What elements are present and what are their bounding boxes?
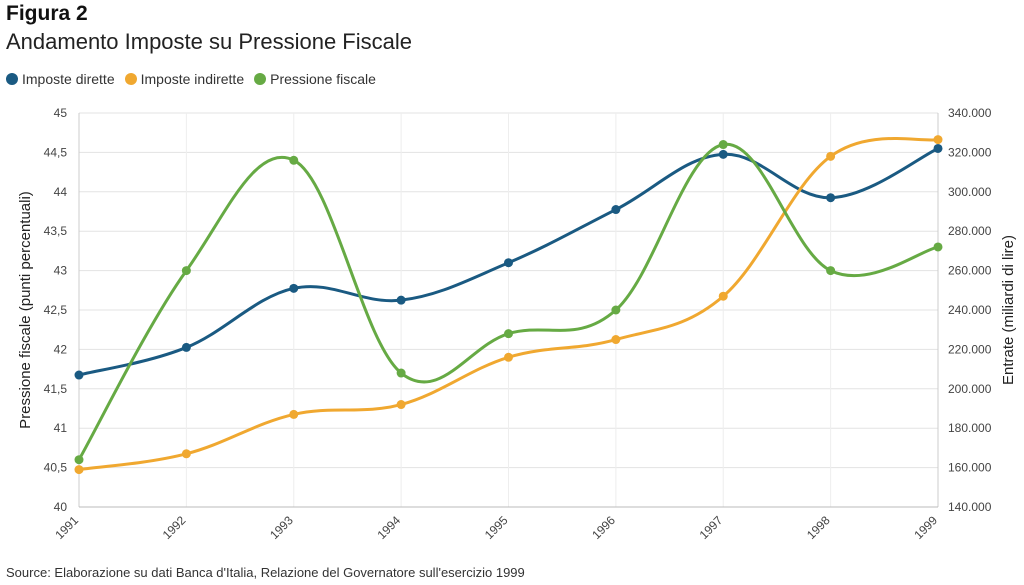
x-tick-label: 1995 bbox=[482, 513, 511, 542]
left-tick-label: 45 bbox=[54, 106, 68, 120]
right-tick-label: 140.000 bbox=[948, 500, 992, 514]
right-tick-label: 300.000 bbox=[948, 185, 992, 199]
data-point-imposte-indirette bbox=[181, 449, 191, 459]
y-axis-left-label: Pressione fiscale (punti percentuali) bbox=[17, 191, 34, 429]
x-tick-label: 1994 bbox=[374, 513, 403, 542]
legend-label: Imposte indirette bbox=[140, 71, 245, 87]
x-tick-label: 1991 bbox=[52, 513, 81, 542]
legend-label: Pressione fiscale bbox=[270, 71, 376, 87]
line-chart: 40 40,5 41 41,5 42 42,5 43 43,5 44 44,5 45 140.000 1… bbox=[17, 106, 1017, 542]
chart-title: Andamento Imposte su Pressione Fiscale bbox=[6, 29, 412, 54]
legend-swatch bbox=[6, 73, 18, 85]
data-point-pressione-fiscale bbox=[504, 329, 513, 339]
y-axis-right-label: Entrate (miliardi di lire) bbox=[1000, 235, 1017, 385]
series-line-imposte-indirette bbox=[77, 137, 940, 472]
left-tick-label: 44,5 bbox=[44, 145, 68, 159]
legend-swatch bbox=[124, 73, 137, 85]
x-tick-label: 1993 bbox=[267, 513, 296, 542]
right-tick-label: 320.000 bbox=[948, 145, 992, 159]
right-tick-label: 160.000 bbox=[948, 461, 992, 475]
data-point-imposte-dirette bbox=[826, 193, 836, 203]
data-point-imposte-dirette bbox=[933, 143, 943, 153]
data-point-imposte-dirette bbox=[181, 342, 191, 352]
x-tick-label: 1997 bbox=[697, 513, 726, 542]
data-point-pressione-fiscale bbox=[611, 305, 621, 315]
left-tick-label: 40,5 bbox=[44, 461, 68, 475]
data-point-imposte-indirette bbox=[611, 335, 621, 345]
right-tick-label: 180.000 bbox=[948, 421, 992, 435]
data-point-imposte-dirette bbox=[611, 205, 621, 215]
data-point-pressione-fiscale bbox=[933, 242, 943, 252]
data-point-pressione-fiscale bbox=[826, 266, 836, 276]
data-point-imposte-indirette bbox=[504, 352, 513, 362]
left-tick-label: 40 bbox=[54, 500, 68, 514]
right-tick-label: 240.000 bbox=[948, 303, 992, 317]
data-point-imposte-dirette bbox=[289, 283, 299, 293]
data-point-imposte-indirette bbox=[289, 409, 299, 419]
data-point-imposte-dirette bbox=[74, 370, 84, 380]
data-point-imposte-indirette bbox=[933, 135, 943, 145]
data-point-pressione-fiscale bbox=[718, 140, 728, 150]
x-tick-label: 1999 bbox=[911, 513, 940, 542]
left-tick-label: 41,5 bbox=[44, 382, 68, 396]
legend-label: Imposte dirette bbox=[22, 71, 115, 87]
right-tick-label: 220.000 bbox=[948, 342, 992, 356]
x-tick-label: 1992 bbox=[160, 513, 189, 542]
left-tick-label: 43,5 bbox=[44, 224, 68, 238]
right-tick-label: 260.000 bbox=[948, 264, 992, 278]
right-tick-label: 340.000 bbox=[948, 106, 992, 120]
data-point-imposte-dirette bbox=[396, 295, 406, 305]
data-point-imposte-indirette bbox=[826, 151, 836, 161]
left-tick-label: 41 bbox=[54, 421, 68, 435]
legend-item-imposte-indirette[interactable]: Imposte indirette bbox=[124, 71, 245, 87]
data-point-imposte-indirette bbox=[74, 465, 84, 475]
left-tick-label: 42 bbox=[54, 342, 68, 356]
data-point-imposte-indirette bbox=[718, 291, 728, 301]
data-point-pressione-fiscale bbox=[396, 368, 406, 378]
figure-label: Figura 2 bbox=[6, 2, 88, 25]
right-tick-label: 280.000 bbox=[948, 224, 992, 238]
data-point-imposte-dirette bbox=[718, 149, 728, 159]
data-point-pressione-fiscale bbox=[289, 155, 299, 165]
left-tick-label: 43 bbox=[54, 264, 68, 278]
data-point-pressione-fiscale bbox=[74, 455, 84, 465]
left-tick-label: 42,5 bbox=[44, 303, 68, 317]
right-tick-label: 200.000 bbox=[948, 382, 992, 396]
legend-item-imposte-dirette[interactable]: Imposte dirette bbox=[6, 71, 115, 87]
x-tick-label: 1996 bbox=[589, 513, 618, 542]
legend-item-pressione-fiscale[interactable]: Pressione fiscale bbox=[254, 71, 376, 87]
chart-legend: Imposte dirette Imposte indirette Pressi… bbox=[6, 71, 386, 87]
legend-swatch bbox=[254, 73, 267, 85]
x-tick-label: 1998 bbox=[804, 513, 833, 542]
data-point-imposte-dirette bbox=[504, 258, 513, 268]
left-tick-label: 44 bbox=[54, 185, 68, 199]
series-line-pressione-fiscale bbox=[77, 142, 940, 462]
source-note: Source: Elaborazione su dati Banca d'Ita… bbox=[6, 565, 525, 580]
data-point-imposte-indirette bbox=[396, 400, 406, 410]
data-point-pressione-fiscale bbox=[181, 266, 191, 276]
